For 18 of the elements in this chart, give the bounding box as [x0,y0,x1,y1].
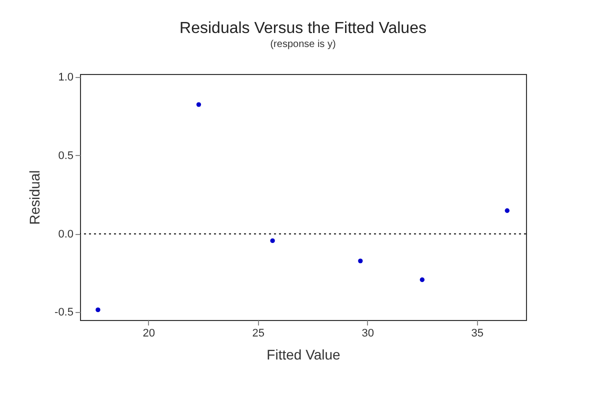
y-tick-label: 0.5 [58,150,74,162]
x-tick-label: 20 [142,328,155,340]
x-tick-label: 30 [362,328,374,340]
point [504,208,510,213]
y-tick-label: -0.5 [54,306,74,319]
point [420,277,425,282]
y-tick-label: 0.0 [58,228,74,240]
y-axis-title: Residual [26,170,43,225]
chart-subtitle: (response is y) [270,39,336,50]
x-tick-label: 25 [252,328,264,340]
point [270,238,275,244]
point [96,307,100,312]
x-tick-label: 35 [471,328,484,340]
x-axis-title: Fitted Value [266,346,341,362]
y-tick-label: 1.0 [58,72,74,84]
chart-title: Residuals Versus the Fitted Values [180,20,426,38]
point [196,102,202,107]
point [358,258,363,264]
